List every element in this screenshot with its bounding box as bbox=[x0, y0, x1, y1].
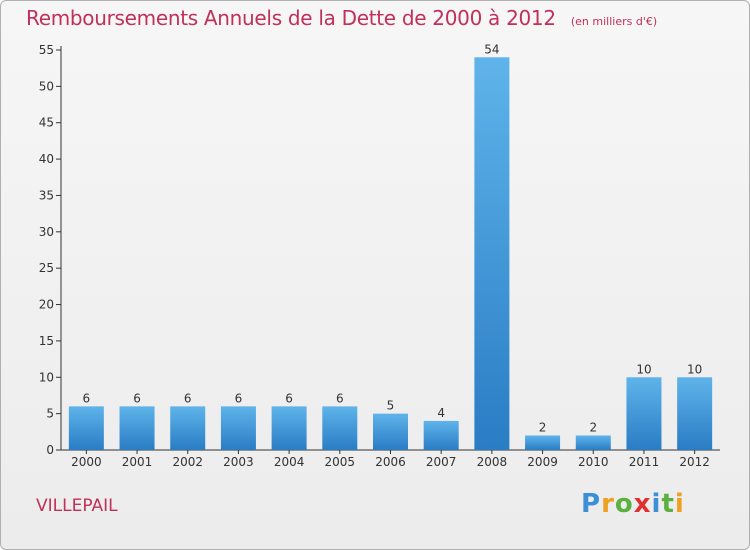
data-label: 6 bbox=[133, 391, 141, 405]
y-tick-label: 50 bbox=[39, 79, 54, 93]
bar-2009 bbox=[525, 435, 561, 450]
x-tick-label: 2003 bbox=[223, 455, 254, 469]
x-tick-label: 2006 bbox=[375, 455, 406, 469]
logo-letter: x bbox=[633, 489, 652, 519]
data-label: 6 bbox=[83, 391, 91, 405]
logo-letter: o bbox=[614, 489, 634, 519]
x-tick-label: 2011 bbox=[629, 455, 660, 469]
bar-2008 bbox=[474, 57, 510, 450]
data-label: 10 bbox=[687, 362, 702, 376]
x-tick-label: 2010 bbox=[578, 455, 609, 469]
y-tick-label: 55 bbox=[39, 43, 54, 57]
logo-letter: t bbox=[661, 489, 675, 519]
logo-letter: i bbox=[674, 489, 685, 519]
x-tick-label: 2004 bbox=[274, 455, 305, 469]
bar-2011 bbox=[626, 377, 662, 450]
y-tick-label: 0 bbox=[46, 443, 54, 457]
x-tick-label: 2005 bbox=[325, 455, 356, 469]
data-label: 2 bbox=[539, 420, 547, 434]
commune-name: VILLEPAIL bbox=[36, 496, 118, 516]
bar-2003 bbox=[220, 406, 256, 450]
y-tick-label: 10 bbox=[39, 370, 54, 384]
logo-letter: i bbox=[651, 489, 662, 519]
data-label: 5 bbox=[387, 399, 395, 413]
x-tick-label: 2001 bbox=[122, 455, 153, 469]
data-label: 6 bbox=[336, 391, 344, 405]
x-tick-label: 2012 bbox=[679, 455, 710, 469]
data-label: 4 bbox=[437, 406, 445, 420]
x-tick-label: 2007 bbox=[426, 455, 457, 469]
y-tick-label: 45 bbox=[39, 116, 54, 130]
data-label: 6 bbox=[285, 391, 293, 405]
data-label: 2 bbox=[589, 420, 597, 434]
x-tick-label: 2002 bbox=[172, 455, 203, 469]
data-label: 10 bbox=[636, 362, 651, 376]
x-tick-label: 2009 bbox=[527, 455, 558, 469]
y-tick-label: 5 bbox=[46, 407, 54, 421]
logo-letter: P bbox=[581, 489, 602, 519]
data-label: 6 bbox=[235, 391, 243, 405]
bar-2005 bbox=[322, 406, 358, 450]
bar-2002 bbox=[170, 406, 206, 450]
chart-title-row: Remboursements Annuels de la Dette de 20… bbox=[26, 6, 657, 30]
chart-title: Remboursements Annuels de la Dette de 20… bbox=[26, 6, 556, 30]
logo-letter: r bbox=[601, 489, 615, 519]
y-tick-label: 40 bbox=[39, 152, 54, 166]
y-tick-label: 35 bbox=[39, 188, 54, 202]
bar-2000 bbox=[68, 406, 104, 450]
data-label: 54 bbox=[484, 42, 499, 56]
x-tick-label: 2008 bbox=[477, 455, 508, 469]
data-label: 6 bbox=[184, 391, 192, 405]
bar-2012 bbox=[677, 377, 713, 450]
bar-2004 bbox=[271, 406, 307, 450]
y-tick-label: 30 bbox=[39, 225, 54, 239]
y-tick-label: 20 bbox=[39, 298, 54, 312]
bar-2001 bbox=[119, 406, 155, 450]
bar-2006 bbox=[373, 413, 408, 450]
proxiti-logo: Proxiti bbox=[581, 489, 685, 519]
x-tick-label: 2000 bbox=[71, 455, 102, 469]
y-tick-label: 25 bbox=[39, 261, 54, 275]
chart-unit: (en milliers d'€) bbox=[570, 15, 658, 28]
bar-2007 bbox=[423, 420, 459, 450]
bar-2010 bbox=[575, 435, 611, 450]
y-tick-label: 15 bbox=[39, 334, 54, 348]
